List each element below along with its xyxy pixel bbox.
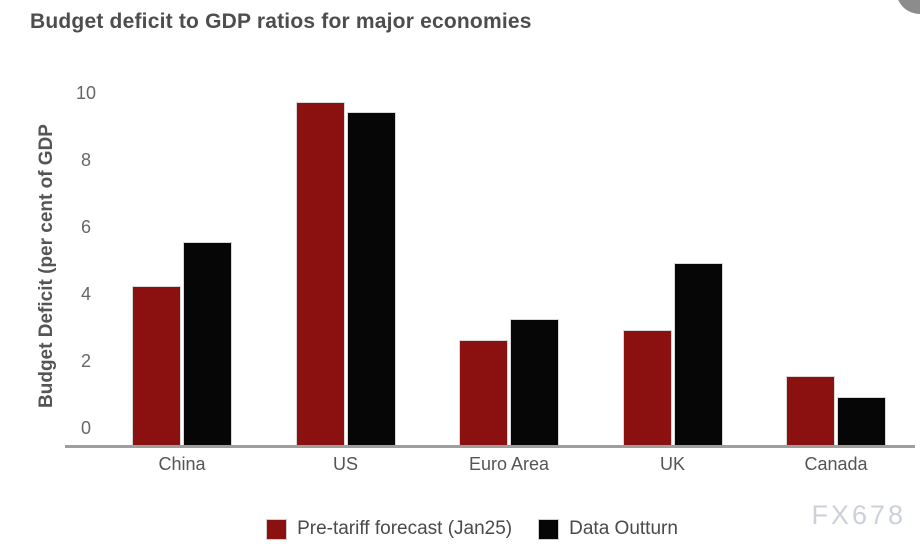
legend-label-outturn: Data Outturn	[569, 518, 678, 539]
y-tick-label: 6	[80, 217, 91, 237]
legend-swatch-outturn	[538, 518, 560, 540]
x-category-canada: Canada	[804, 454, 868, 474]
x-category-us: US	[332, 454, 358, 474]
bar-uk-outturn	[673, 262, 723, 445]
bar-euro-area-forecast	[459, 339, 508, 445]
bar-us-outturn	[346, 111, 396, 445]
bar-china-outturn	[183, 242, 232, 445]
bar-canada-outturn	[837, 396, 886, 445]
x-category-uk: UK	[659, 454, 685, 474]
bar-canada-forecast	[786, 376, 835, 445]
y-tick-label: 2	[80, 351, 91, 371]
legend-label-forecast: Pre-tariff forecast (Jan25)	[297, 518, 513, 539]
legend-item-forecast: Pre-tariff forecast (Jan25)	[266, 518, 512, 540]
legend-item-outturn: Data Outturn	[538, 518, 678, 540]
y-tick-label: 0	[80, 418, 91, 438]
x-category-euro-area: Euro Area	[468, 454, 550, 474]
bar-uk-forecast	[622, 329, 672, 445]
x-category-china: China	[158, 454, 206, 474]
legend: Pre-tariff forecast (Jan25) Data Outturn	[12, 518, 920, 540]
watermark: FX678	[811, 500, 906, 530]
x-axis-line	[65, 445, 915, 448]
bar-euro-area-outturn	[510, 319, 559, 445]
y-axis-label: Budget Deficit (per cent of GDP	[36, 124, 57, 408]
y-tick-label: 10	[75, 83, 97, 103]
y-tick-label: 4	[80, 284, 91, 304]
bar-us-forecast	[295, 101, 345, 445]
bar-china-forecast	[132, 285, 181, 445]
y-tick-label: 8	[80, 150, 91, 170]
legend-swatch-forecast	[266, 518, 288, 540]
chart-title: Budget deficit to GDP ratios for major e…	[30, 10, 532, 33]
